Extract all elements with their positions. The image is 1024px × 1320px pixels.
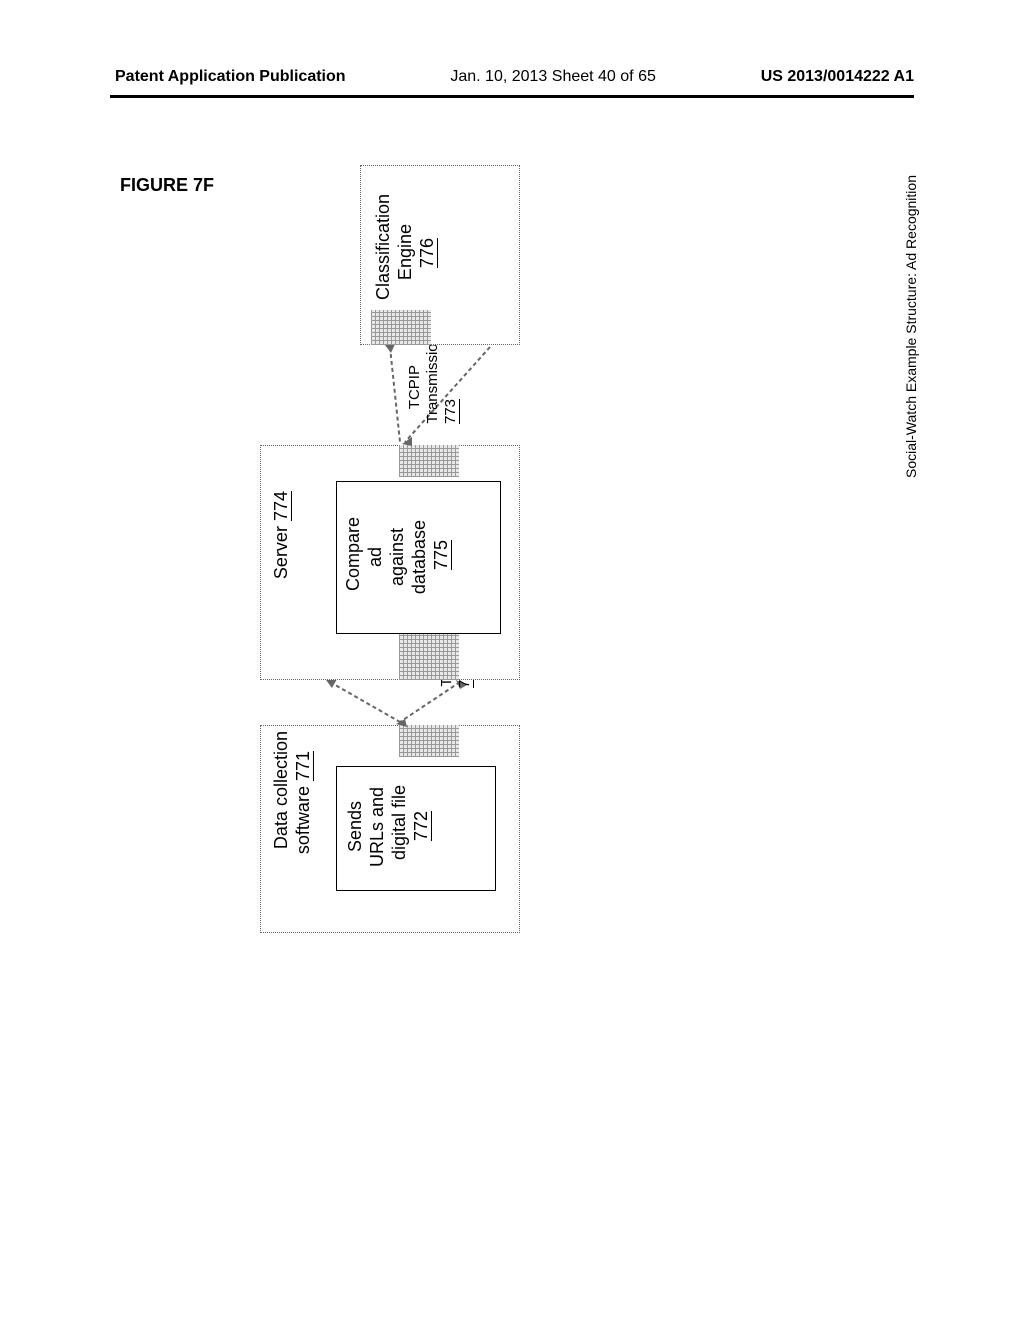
class-num: 776 <box>417 238 437 268</box>
srv-inner-3: against <box>387 528 407 586</box>
header-center: Jan. 10, 2013 Sheet 40 of 65 <box>450 68 656 86</box>
transmission-2-num: 773 <box>442 399 459 424</box>
server-inner-box: Compare ad against database 775 <box>336 481 501 634</box>
server-box: Server 774 Compare ad against database 7… <box>260 445 520 680</box>
hatch-1 <box>399 725 459 757</box>
dc-title: Data collection <box>271 731 291 849</box>
dc-inner-num: 772 <box>411 811 431 841</box>
dc-subtitle-prefix: software <box>293 781 313 854</box>
srv-inner-1: Compare <box>343 517 363 591</box>
transmission-1 <box>260 680 520 725</box>
dc-inner-3: digital file <box>389 785 409 860</box>
header-right: US 2013/0014222 A1 <box>761 68 914 86</box>
srv-inner-2: ad <box>365 547 385 567</box>
srv-inner-num: 775 <box>431 540 451 570</box>
caption: Social-Watch Example Structure: Ad Recog… <box>903 175 919 478</box>
dc-subtitle-num: 771 <box>293 751 313 781</box>
srv-inner-4: database <box>409 520 429 594</box>
dc-inner-2: URLs and <box>367 787 387 867</box>
header-left: Patent Application Publication <box>115 68 346 86</box>
dc-inner-1: Sends <box>345 801 365 852</box>
header-divider <box>110 95 914 98</box>
diagram: Data collection software 771 Sends URLs … <box>260 165 790 935</box>
dc-inner-box: Sends URLs and digital file 772 <box>336 766 496 891</box>
class-line1: Classification <box>373 194 393 300</box>
server-num: 774 <box>271 491 291 521</box>
server-prefix: Server <box>271 521 291 579</box>
data-collection-box: Data collection software 771 Sends URLs … <box>260 725 520 933</box>
transmission-2 <box>260 345 520 445</box>
classification-box: Classification Engine 776 <box>360 165 520 345</box>
hatch-2b <box>399 445 459 477</box>
transmission-2-label: TCPIP <box>406 365 423 409</box>
transmission-2-label2: Transmission <box>424 335 441 424</box>
figure-label: FIGURE 7F <box>120 175 214 196</box>
hatch-3 <box>371 310 431 345</box>
class-line2: Engine <box>395 224 415 280</box>
